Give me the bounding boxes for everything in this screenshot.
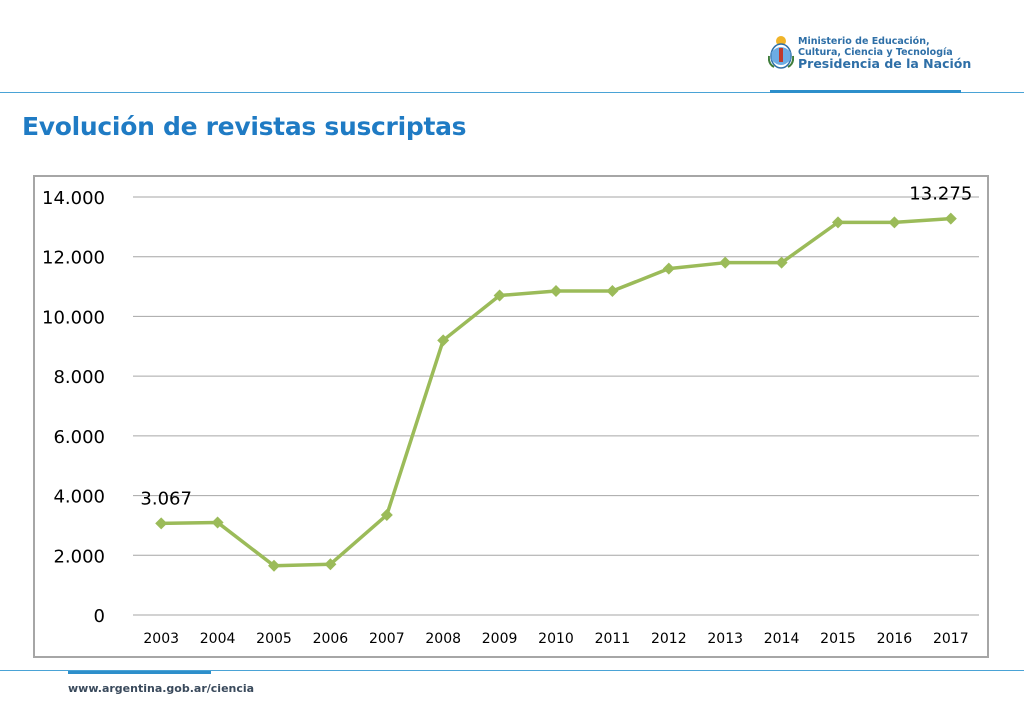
data-point-marker [944, 212, 957, 225]
x-tick-label: 2012 [651, 631, 687, 647]
chart-frame: 0 2.000 4.000 6.000 8.000 10.000 12.000 14.000 2… [33, 175, 989, 658]
y-tick-label: 12.000 [42, 248, 105, 269]
data-point-marker [719, 256, 732, 269]
data-label: 3.067 [140, 488, 192, 509]
y-tick-label: 2.000 [53, 546, 105, 567]
data-point-marker [550, 285, 562, 298]
x-tick-label: 2011 [595, 631, 631, 647]
data-point-marker [437, 334, 450, 347]
y-tick-label: 4.000 [53, 487, 105, 508]
x-tick-label: 2015 [820, 631, 856, 647]
footer-url: www.argentina.gob.ar/ciencia [68, 682, 255, 695]
y-tick-label: 10.000 [42, 307, 105, 328]
x-tick-label: 2005 [256, 631, 292, 647]
data-point-marker [493, 289, 506, 302]
data-point-marker [380, 508, 393, 521]
y-tick-label: 14.000 [42, 188, 105, 209]
data-point-marker [155, 517, 168, 530]
logo-ministry-line: Ministerio de Educación, [798, 36, 930, 47]
footer-accent-bar [68, 671, 211, 674]
data-point-marker [888, 216, 901, 229]
x-tick-label: 2017 [933, 631, 969, 647]
y-tick-label: 6.000 [53, 427, 105, 448]
x-tick-label: 2009 [482, 631, 518, 647]
data-point-marker [775, 256, 788, 269]
data-point-marker [211, 516, 224, 529]
x-tick-label: 2007 [369, 631, 405, 647]
data-point-marker [662, 262, 675, 275]
y-tick-label: 0 [94, 606, 105, 627]
series-line [161, 216, 951, 568]
page-title: Evolución de revistas suscriptas [22, 112, 467, 141]
data-point-marker [324, 558, 337, 571]
data-point-marker [832, 216, 844, 229]
logo-presidency-line: Presidencia de la Nación [798, 56, 972, 71]
national-seal-icon [768, 36, 794, 69]
footer-divider [0, 670, 1024, 671]
y-tick-label: 8.000 [53, 367, 105, 388]
logo-underline [770, 90, 961, 93]
x-tick-label: 2014 [764, 631, 800, 647]
data-point-marker [606, 285, 619, 298]
x-tick-label: 2003 [143, 631, 179, 647]
data-label: 13.275 [909, 184, 972, 205]
x-tick-label: 2004 [200, 631, 236, 647]
x-tick-label: 2008 [425, 631, 461, 647]
x-tick-label: 2016 [877, 631, 913, 647]
x-tick-label: 2006 [313, 631, 349, 647]
line-chart: 0 2.000 4.000 6.000 8.000 10.000 12.000 14.000 2… [42, 184, 979, 647]
x-tick-label: 2010 [538, 631, 574, 647]
x-tick-label: 2013 [707, 631, 743, 647]
header-divider [0, 92, 1024, 93]
ministry-logo: Ministerio de Educación, Cultura, Cienci… [768, 34, 988, 74]
logo-ministry-line-2: Cultura, Ciencia y Tecnología [798, 47, 953, 58]
data-point-marker [268, 559, 280, 572]
